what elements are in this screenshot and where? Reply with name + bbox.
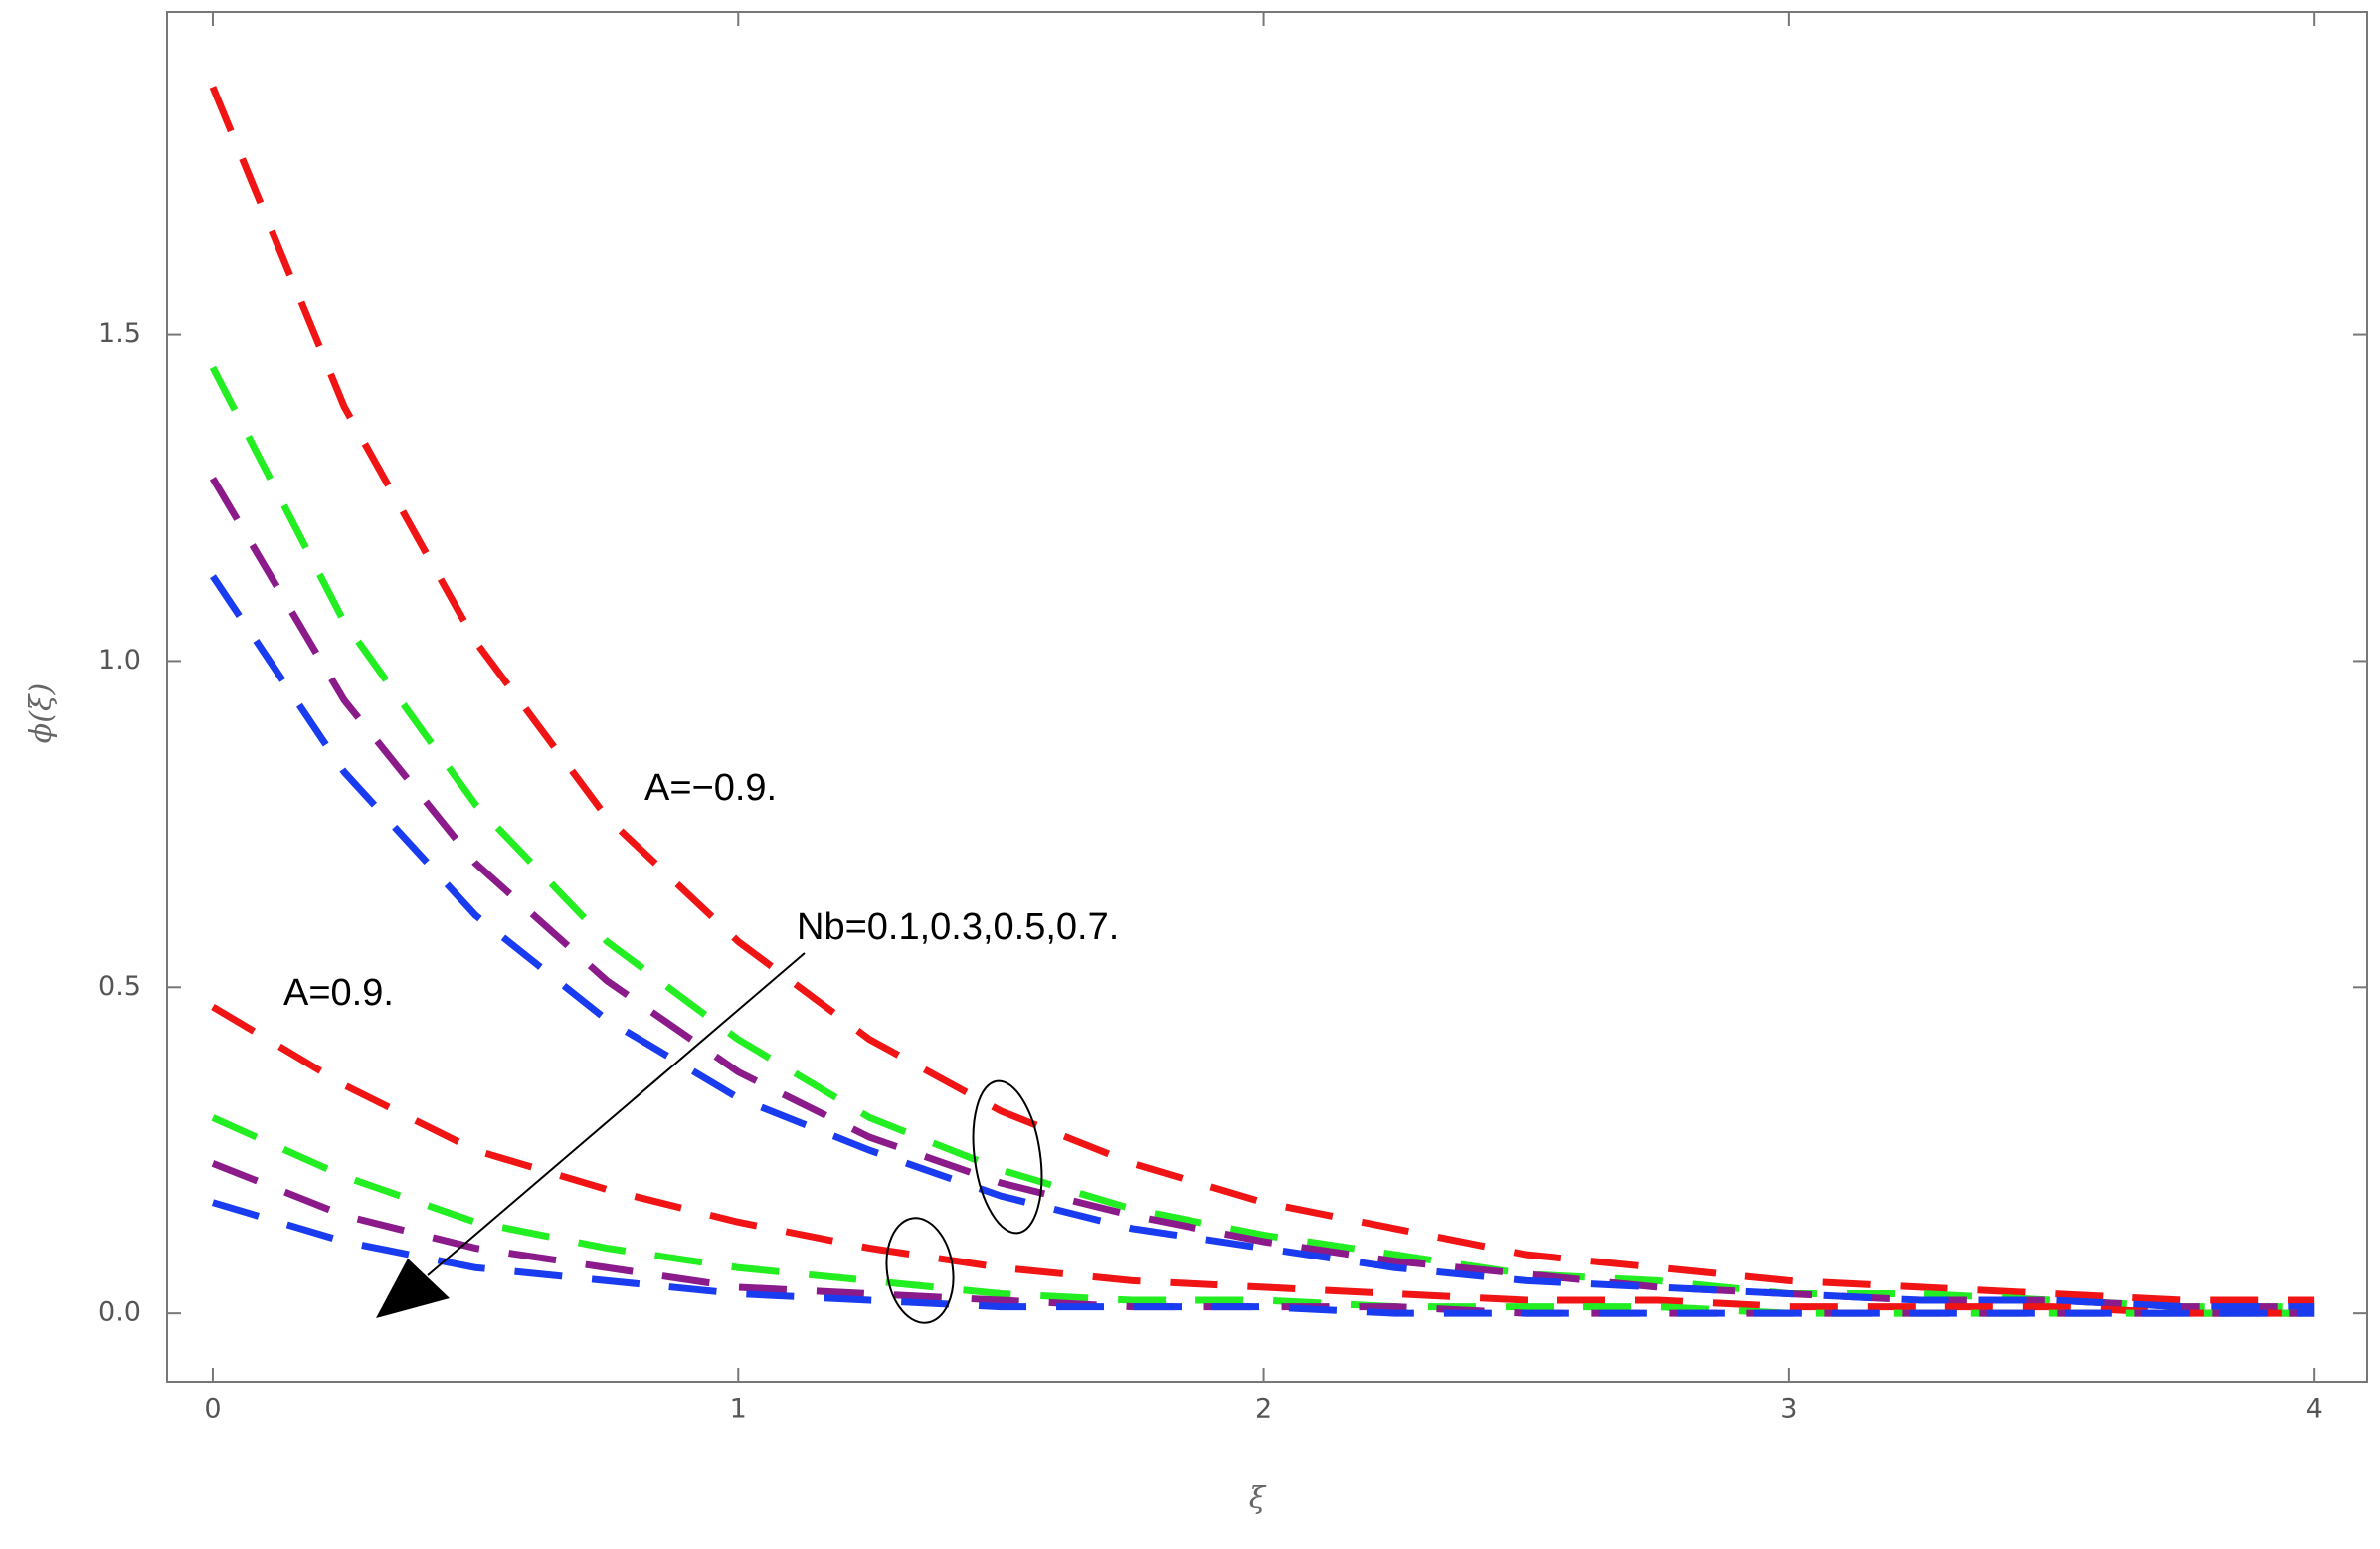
ellipse-marker: [972, 1079, 1043, 1235]
x-tick-label: 2: [1255, 1394, 1272, 1425]
data-line: [209, 365, 2315, 1311]
annotation: A=−0.9.: [644, 767, 777, 809]
arrow-line: [427, 952, 806, 1276]
arrow-head: [376, 1259, 450, 1318]
data-line: [210, 574, 2315, 1311]
y-tick-label: 1.0: [98, 645, 141, 676]
x-tick-label: 0: [204, 1394, 221, 1425]
y-tick-label: 0.5: [98, 971, 141, 1002]
data-line: [209, 86, 2315, 1304]
data-line: [209, 477, 2315, 1311]
annotation: Nb=0.1,0.3,0.5,0.7.: [797, 906, 1119, 948]
annotation: A=0.9.: [283, 972, 394, 1014]
y-axis-label: ϕ(ξ): [24, 683, 59, 743]
plot-frame: [166, 11, 2368, 1383]
data-line: [211, 1003, 2315, 1317]
x-tick-label: 1: [730, 1394, 747, 1425]
x-axis-label: ξ: [1249, 1481, 1267, 1516]
x-tick-label: 4: [2306, 1394, 2323, 1425]
y-tick-label: 0.0: [98, 1297, 141, 1328]
y-tick-label: 1.5: [98, 318, 141, 349]
x-tick-label: 3: [1780, 1394, 1797, 1425]
ellipse-marker: [885, 1217, 955, 1324]
